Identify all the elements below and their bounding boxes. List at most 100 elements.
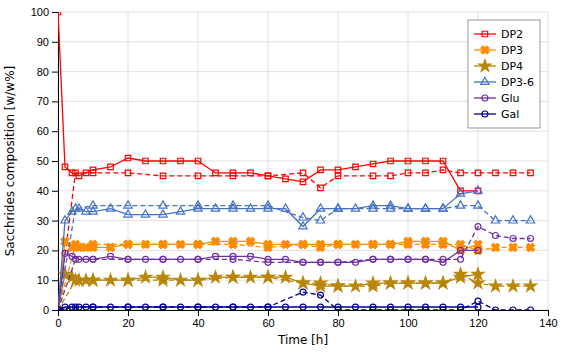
- legend-item: Gal: [474, 108, 519, 121]
- point: [209, 235, 221, 247]
- legend: DP2DP3DP4DP3-6GluGal: [468, 20, 540, 128]
- point: [335, 167, 340, 172]
- series-markers: [58, 247, 481, 310]
- point: [369, 204, 377, 211]
- point: [104, 241, 116, 253]
- point: [440, 307, 446, 310]
- tick-label: 90: [37, 36, 49, 48]
- tick-mark: [52, 280, 58, 281]
- point: [507, 241, 519, 253]
- tick-mark: [52, 191, 58, 192]
- point: [73, 170, 78, 175]
- point: [334, 204, 342, 211]
- tick-label: 60: [262, 317, 274, 329]
- tick-label: 10: [37, 274, 49, 286]
- tick-mark: [268, 310, 269, 316]
- legend-marker: [481, 77, 489, 84]
- point: [332, 280, 344, 291]
- tick: 0: [43, 304, 58, 316]
- point: [524, 280, 536, 291]
- point: [283, 176, 288, 181]
- series-markers: [58, 268, 537, 310]
- point: [384, 277, 396, 288]
- point: [404, 204, 412, 211]
- point: [474, 201, 482, 208]
- point: [299, 213, 307, 220]
- point: [106, 204, 114, 211]
- point: [125, 304, 131, 310]
- point: [69, 170, 74, 175]
- point: [176, 207, 184, 214]
- point: [332, 238, 344, 250]
- point: [248, 253, 254, 259]
- point: [491, 216, 499, 223]
- point: [493, 233, 499, 239]
- legend-line: [474, 113, 496, 114]
- y-axis: 0102030405060708090100: [31, 6, 59, 316]
- point: [493, 170, 498, 175]
- point: [71, 204, 79, 211]
- point: [262, 271, 274, 282]
- point: [510, 170, 515, 175]
- point: [334, 204, 342, 211]
- legend-label: DP2: [501, 28, 523, 41]
- tick-mark: [408, 310, 409, 316]
- point: [213, 170, 218, 175]
- tick-label: 70: [37, 95, 49, 107]
- point: [510, 235, 516, 241]
- point: [437, 238, 449, 250]
- point: [160, 256, 166, 262]
- point: [300, 304, 306, 310]
- tick-label: 0: [43, 304, 49, 316]
- point: [160, 304, 166, 310]
- point: [160, 158, 165, 163]
- point: [69, 238, 81, 250]
- grid: [58, 12, 548, 310]
- point: [192, 238, 204, 250]
- series-line: [58, 12, 478, 191]
- point: [227, 238, 239, 250]
- series-line: [58, 206, 531, 310]
- point: [458, 247, 464, 253]
- series-markers: [58, 268, 484, 310]
- tick-mark: [52, 101, 58, 102]
- point: [419, 277, 431, 288]
- point: [421, 204, 429, 211]
- point: [194, 201, 202, 208]
- plot: 0204060801001201400102030405060708090100…: [31, 6, 558, 329]
- point: [458, 256, 464, 262]
- point: [388, 158, 393, 163]
- legend-item: DP3: [474, 44, 523, 57]
- point: [388, 173, 393, 178]
- point: [437, 277, 449, 288]
- tick: 40: [37, 185, 58, 197]
- point: [227, 271, 239, 282]
- point: [493, 307, 499, 310]
- tick-mark: [52, 221, 58, 222]
- series-markers: [58, 167, 533, 310]
- tick: 20: [37, 244, 58, 256]
- legend-item: DP2: [474, 28, 523, 41]
- point: [475, 304, 481, 310]
- series-markers: [58, 235, 484, 310]
- point: [405, 307, 411, 310]
- tick-label: 0: [55, 317, 61, 329]
- point: [297, 277, 309, 288]
- point: [404, 204, 412, 211]
- point: [386, 204, 394, 211]
- point: [388, 307, 394, 310]
- point: [211, 204, 219, 211]
- point: [421, 204, 429, 211]
- point: [318, 167, 323, 172]
- legend-marker: [482, 31, 487, 36]
- point: [335, 307, 341, 310]
- point: [489, 280, 501, 291]
- point: [423, 170, 428, 175]
- point: [108, 164, 113, 169]
- tick-label: 40: [192, 317, 204, 329]
- point: [69, 274, 81, 285]
- point: [300, 289, 306, 295]
- point: [402, 277, 414, 288]
- point: [90, 256, 96, 262]
- point: [419, 238, 431, 250]
